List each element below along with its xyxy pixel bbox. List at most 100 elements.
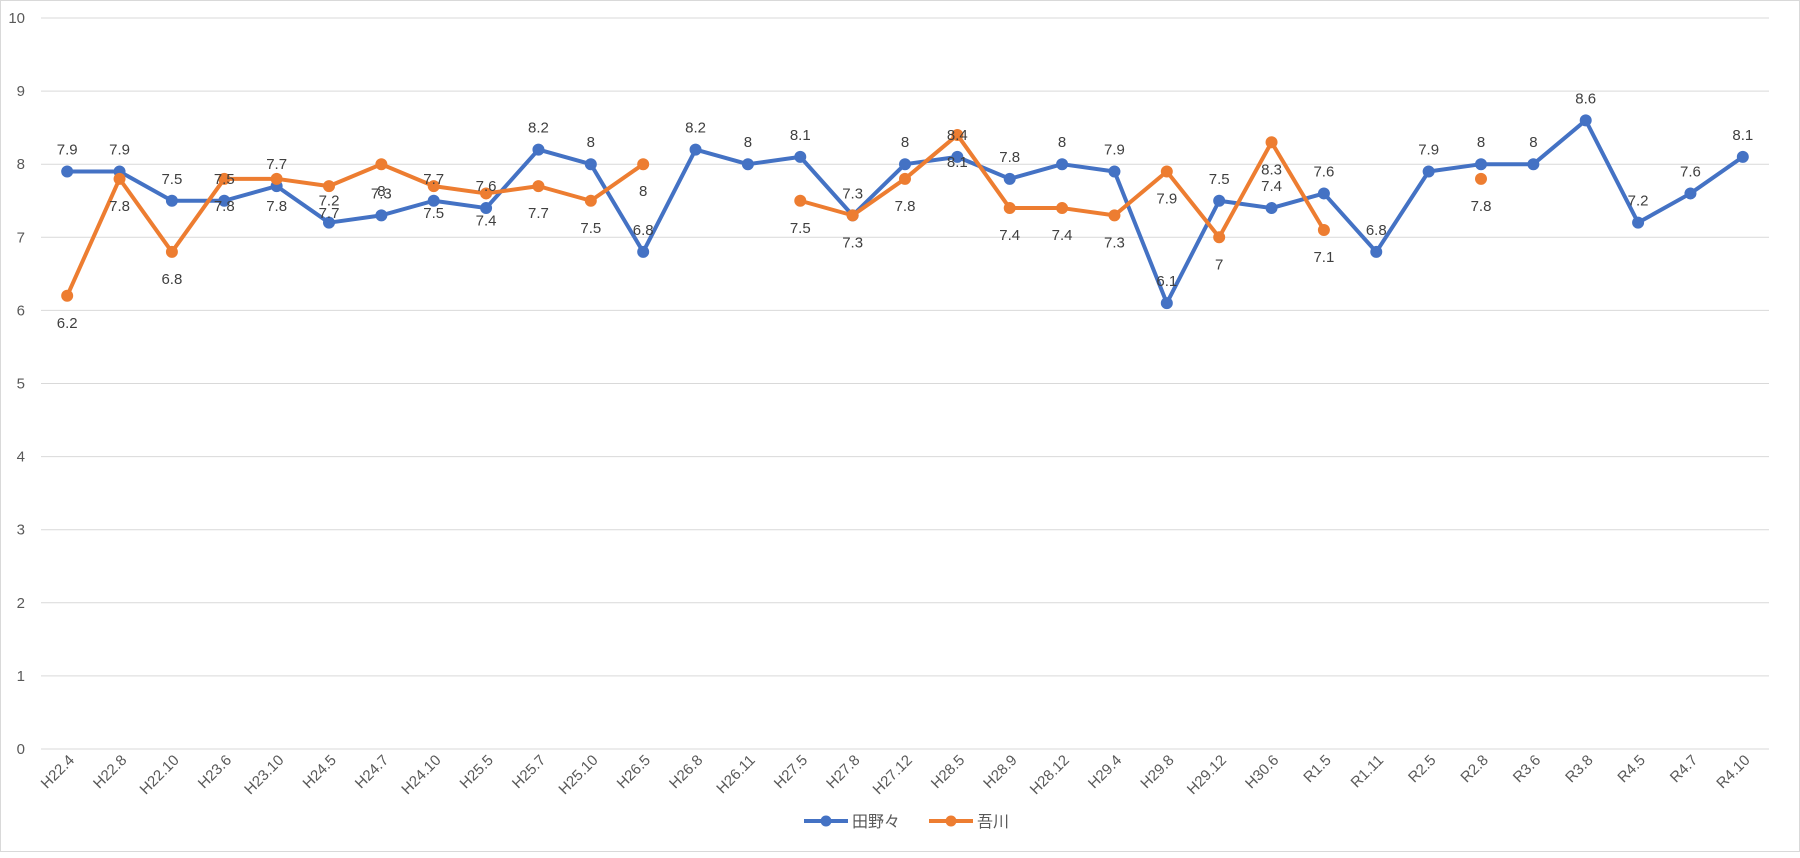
data-point [899,172,911,185]
y-tick-label: 5 [17,376,25,393]
data-point [1213,231,1226,244]
data-label: 7.8 [266,198,287,215]
data-point [1370,245,1383,258]
data-label: 7.9 [57,142,78,159]
y-tick-label: 3 [17,522,25,539]
x-tick-label: R3.8 [1562,752,1596,786]
data-label: 8.2 [685,120,706,137]
x-tick-label: H25.7 [509,752,549,792]
x-tick-label: R3.6 [1510,752,1544,786]
data-label: 8.1 [1732,127,1753,144]
x-tick-label: R4.7 [1667,752,1701,786]
x-tick-label: H24.7 [352,752,392,792]
x-axis: H22.4 H22.8 H22.10 H23.6 H23.10 H24.5 H24.7 H24… [38,752,1754,798]
data-label: 7.5 [423,205,444,222]
data-label: 7.8 [109,198,130,215]
data-point [1056,202,1069,215]
y-tick-label: 9 [17,83,25,100]
data-point [951,128,964,141]
data-point [323,180,335,193]
x-tick-label: H24.10 [398,752,444,798]
x-tick-label: H29.4 [1085,752,1125,792]
x-tick-label: H26.5 [614,752,654,792]
legend-item: 吾川 [929,813,1009,831]
x-tick-label: H22.8 [90,752,130,792]
data-label: 7.3 [371,185,392,202]
data-label: 7.3 [1104,234,1125,251]
x-tick-label: H25.5 [457,752,497,792]
data-point [1579,114,1592,127]
data-point [1003,202,1016,215]
x-tick-label: H22.4 [38,752,78,792]
x-tick-label: H24.5 [300,752,340,792]
data-label: 7.9 [109,142,130,159]
data-label: 7.3 [842,185,863,202]
x-tick-label: R4.5 [1614,752,1648,786]
data-label: 7.9 [1418,142,1439,159]
data-label: 8.4 [947,127,968,144]
data-point [375,209,388,222]
data-point [480,187,493,200]
data-label: 8 [639,183,647,200]
x-tick-label: H27.12 [870,752,916,798]
y-tick-label: 8 [17,156,25,173]
data-point [584,158,597,171]
data-point [1160,165,1173,178]
data-point [270,172,283,185]
data-label: 6.1 [1156,273,1177,290]
data-point [584,194,597,207]
data-label: 7.7 [266,156,287,173]
x-tick-label: R2.5 [1405,752,1439,786]
data-label: 8.2 [528,120,549,137]
series-line [65,162,646,298]
y-tick-label: 10 [8,10,25,27]
data-point [1527,158,1540,171]
data-label: 7.4 [1052,227,1073,244]
data-label: 7.2 [319,193,340,210]
data-label: 7.7 [319,205,340,222]
data-label: 8.6 [1575,90,1596,107]
data-point [1213,194,1226,207]
data-point [1736,150,1749,163]
legend-label: 田野々 [852,813,900,831]
data-label: 7.8 [214,198,235,215]
data-point [1684,187,1697,200]
x-tick-label: H25.10 [555,752,601,798]
data-point [427,180,440,193]
data-point [1265,136,1278,149]
data-point [741,158,754,171]
x-tick-label: R4.10 [1713,752,1753,792]
data-label: 7.5 [161,171,182,188]
data-label: 7.4 [476,212,497,229]
data-label: 7.6 [476,178,497,195]
data-point [113,172,126,185]
x-tick-label: H29.12 [1184,752,1230,798]
y-tick-label: 1 [17,668,25,685]
data-label: 6.8 [633,222,654,239]
data-label: 8 [1058,134,1066,151]
x-tick-label: H29.8 [1137,752,1177,792]
data-label: 7.1 [1313,249,1334,266]
legend-item: 田野々 [804,813,900,831]
data-label: 8 [744,134,752,151]
data-label: 7.9 [1156,191,1177,208]
data-point [480,202,493,215]
gridlines [41,17,1769,750]
data-label: 7.6 [1680,163,1701,180]
data-label: 7.4 [999,227,1020,244]
data-label: 7.5 [214,171,235,188]
data-point [1160,297,1173,310]
x-tick-label: H26.11 [713,752,758,797]
data-point [218,172,231,185]
data-point [1108,165,1121,178]
data-label: 8.3 [1261,161,1282,178]
y-tick-label: 7 [17,229,25,246]
data-label: 7.8 [1471,198,1492,215]
data-label: 8 [587,134,595,151]
x-tick-label: H23.10 [241,752,287,798]
y-tick-label: 0 [17,741,25,758]
data-label: 7.2 [1628,193,1649,210]
data-point [1108,209,1121,222]
